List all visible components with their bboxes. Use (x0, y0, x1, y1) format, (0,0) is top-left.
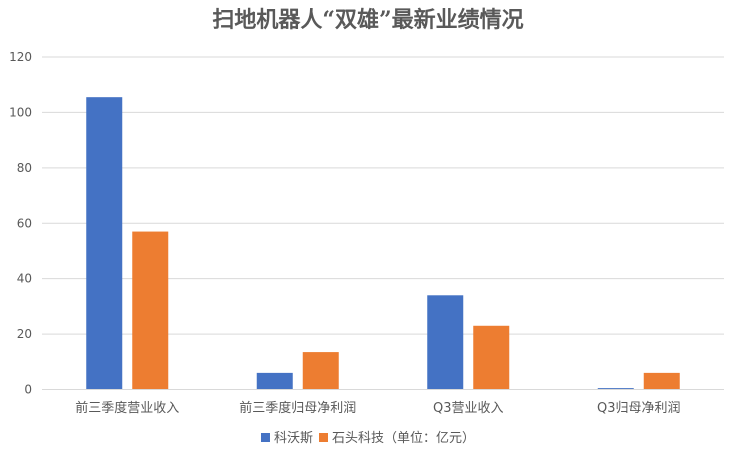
y-tick-label: 80 (17, 161, 32, 175)
y-tick-label: 20 (17, 327, 32, 341)
bar-1-1 (86, 97, 123, 390)
bar-2-2 (302, 352, 339, 390)
x-category-label: Q3归母净利润 (597, 401, 681, 416)
legend-item: 石头科技（单位：亿元） (319, 431, 475, 446)
chart-title: 扫地机器人“双雄”最新业绩情况 (212, 7, 523, 33)
legend-label: 科沃斯 (274, 431, 313, 446)
bar-1-4 (597, 388, 634, 390)
bar-1-2 (256, 372, 293, 390)
legend-label: 石头科技（单位：亿元） (332, 431, 475, 446)
legend-swatch (319, 433, 328, 442)
x-axis-categories: 前三季度营业收入 前三季度归母净利润 Q3营业收入 Q3归母净利润 (75, 400, 680, 416)
legend-item: 科沃斯 (260, 431, 313, 446)
bar-1-3 (427, 295, 464, 390)
y-tick-label: 40 (17, 272, 32, 286)
bar-2-4 (643, 372, 680, 390)
x-category-label: Q3营业收入 (433, 401, 504, 416)
y-tick-label: 0 (24, 383, 32, 397)
bars (86, 97, 680, 390)
y-axis-ticks: 0 20 40 60 80 100 120 (9, 50, 32, 397)
legend-swatch (260, 433, 270, 442)
y-tick-label: 60 (17, 216, 32, 230)
bar-2-3 (473, 325, 510, 390)
legend: 科沃斯 石头科技（单位：亿元） (260, 431, 475, 446)
x-category-label: 前三季度归母净利润 (239, 400, 356, 416)
x-category-label: 前三季度营业收入 (75, 400, 179, 416)
y-tick-label: 120 (9, 50, 32, 64)
bar-2-1 (132, 231, 169, 390)
y-tick-label: 100 (9, 105, 32, 119)
